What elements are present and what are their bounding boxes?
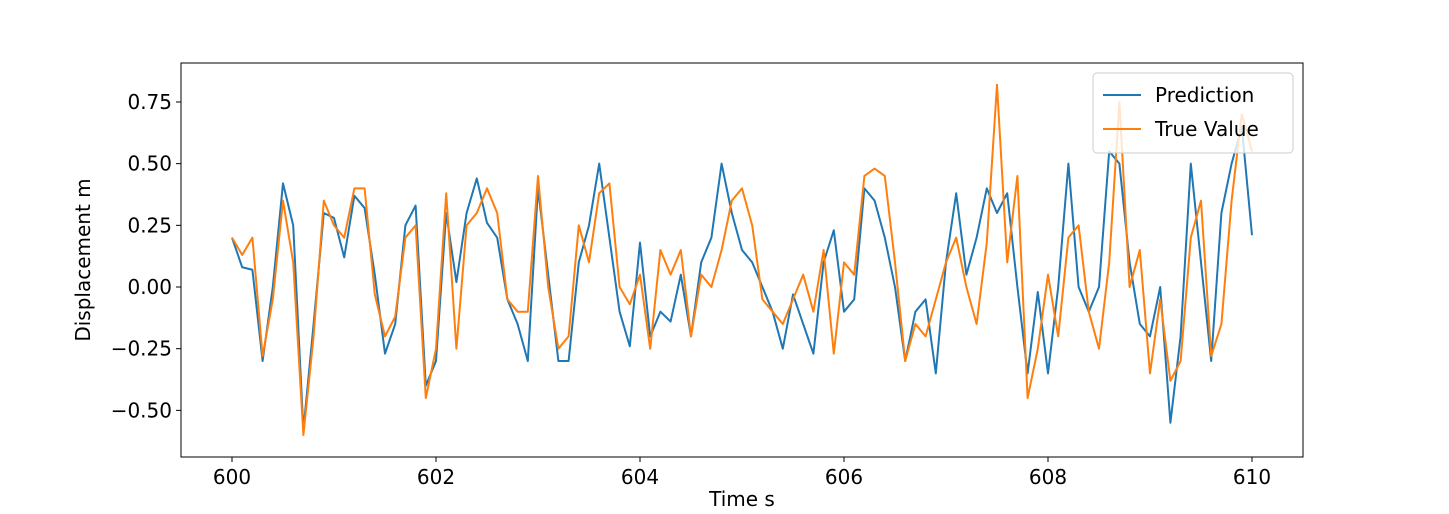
y-tick-label: 0.00 bbox=[127, 275, 172, 299]
series-line bbox=[231, 83, 1253, 437]
y-tick-label: 0.25 bbox=[127, 213, 172, 237]
x-tick-label: 604 bbox=[621, 465, 659, 489]
y-axis-label: Displacement m bbox=[71, 178, 95, 341]
x-tick-label: 606 bbox=[825, 465, 863, 489]
x-tick-label: 610 bbox=[1233, 465, 1271, 489]
series-line bbox=[231, 125, 1253, 432]
legend-label: True Value bbox=[1154, 117, 1259, 141]
plot-frame bbox=[180, 62, 1304, 458]
y-tick-label: −0.50 bbox=[111, 398, 172, 422]
y-tick-label: 0.75 bbox=[127, 90, 172, 114]
legend-box bbox=[1092, 72, 1294, 154]
y-tick-label: 0.50 bbox=[127, 152, 172, 176]
x-tick-label: 602 bbox=[417, 465, 455, 489]
x-tick-label: 608 bbox=[1029, 465, 1067, 489]
y-tick-label: −0.25 bbox=[111, 337, 172, 361]
legend-label: Prediction bbox=[1155, 83, 1254, 107]
x-axis-label: Time s bbox=[708, 487, 775, 511]
x-tick-label: 600 bbox=[213, 465, 251, 489]
